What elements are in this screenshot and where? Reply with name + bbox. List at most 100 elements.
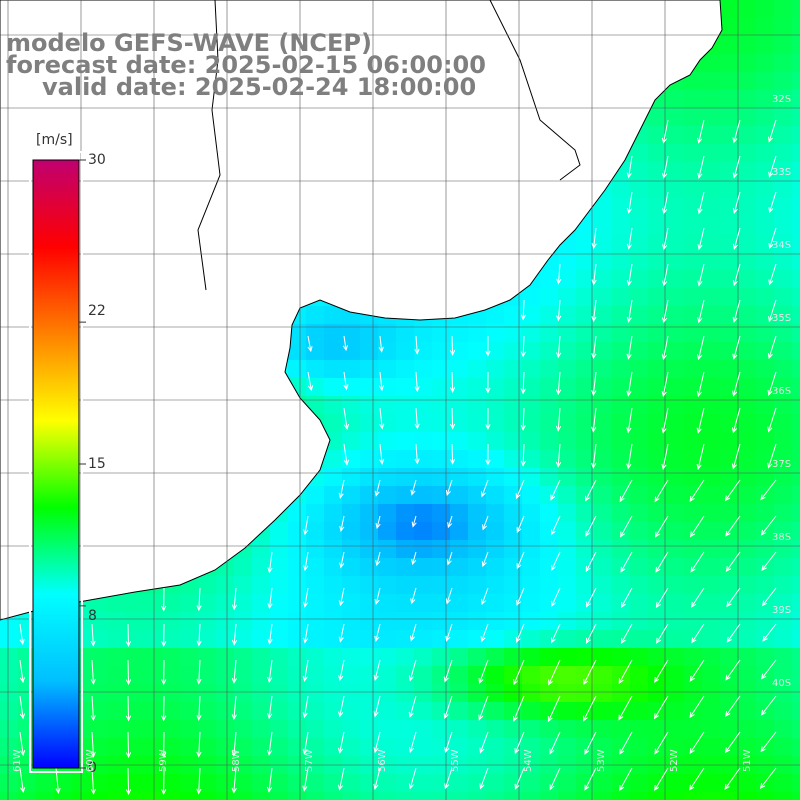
wind-arrow — [585, 515, 597, 537]
field-cell — [684, 612, 702, 630]
field-cell — [198, 594, 216, 612]
field-cell — [684, 792, 702, 800]
field-cell — [756, 324, 774, 342]
field-cell — [630, 540, 648, 558]
field-cell — [252, 576, 270, 594]
field-cell — [612, 522, 630, 540]
field-cell — [0, 684, 18, 702]
field-cell — [630, 396, 648, 414]
field-cell — [450, 468, 468, 486]
field-cell — [702, 378, 720, 396]
field-cell — [756, 72, 774, 90]
wind-arrow — [654, 731, 669, 755]
field-cell — [666, 774, 684, 792]
field-cell — [522, 702, 540, 720]
field-cell — [756, 720, 774, 738]
wind-arrow — [161, 587, 167, 612]
field-cell — [720, 144, 738, 162]
field-cell — [378, 378, 396, 396]
field-cell — [486, 306, 504, 324]
field-cell — [414, 720, 432, 738]
field-cell — [792, 504, 800, 522]
field-cell — [594, 558, 612, 576]
field-cell — [108, 792, 126, 800]
field-cell — [378, 774, 396, 792]
wind-arrow — [655, 587, 669, 609]
wind-arrow — [408, 695, 417, 718]
wind-arrow — [696, 335, 705, 361]
wind-arrow — [161, 623, 167, 647]
wind-arrow — [343, 407, 350, 431]
wind-arrow — [378, 335, 384, 353]
field-cell — [252, 612, 270, 630]
field-cell — [648, 288, 666, 306]
field-cell — [324, 324, 342, 342]
field-cell — [306, 684, 324, 702]
wind-arrow — [445, 587, 453, 605]
field-cell — [594, 342, 612, 360]
field-cell — [162, 648, 180, 666]
field-cell — [774, 216, 792, 234]
wind-arrow — [661, 407, 669, 434]
field-cell — [234, 630, 252, 648]
field-cell — [702, 198, 720, 216]
wind-arrow — [196, 731, 202, 758]
wind-arrow — [768, 263, 777, 286]
field-cell — [558, 576, 576, 594]
field-cell — [630, 630, 648, 648]
field-cell — [378, 360, 396, 378]
field-cell — [108, 702, 126, 720]
field-cell — [630, 576, 648, 594]
field-cell — [360, 576, 378, 594]
field-cell — [486, 612, 504, 630]
field-cell — [702, 216, 720, 234]
wind-arrow — [514, 731, 525, 755]
field-cell — [414, 432, 432, 450]
field-cell — [648, 432, 666, 450]
field-cell — [378, 522, 396, 540]
field-cell — [396, 594, 414, 612]
field-cell — [396, 522, 414, 540]
field-cell — [774, 378, 792, 396]
wind-arrow — [520, 371, 526, 395]
wind-arrow — [373, 731, 381, 754]
field-cell — [342, 324, 360, 342]
field-cell — [702, 108, 720, 126]
wind-arrow — [231, 731, 237, 757]
field-cell — [684, 648, 702, 666]
wind-arrow — [732, 335, 741, 360]
wind-arrow — [689, 767, 705, 791]
field-cell — [414, 486, 432, 504]
field-cell — [216, 792, 234, 800]
field-cell — [270, 648, 288, 666]
field-cell — [522, 738, 540, 756]
wind-arrow — [90, 623, 96, 647]
field-cell — [792, 198, 800, 216]
field-cell — [342, 648, 360, 666]
field-cell — [540, 270, 558, 288]
field-cell — [450, 360, 468, 378]
field-cell — [774, 468, 792, 486]
field-cell — [756, 792, 774, 800]
wind-arrow — [661, 335, 669, 361]
field-cell — [594, 684, 612, 702]
colorbar — [29, 151, 86, 773]
field-cell — [396, 648, 414, 666]
wind-arrow — [338, 479, 345, 499]
field-cell — [684, 162, 702, 180]
wind-arrow — [696, 407, 705, 434]
field-cell — [702, 144, 720, 162]
field-cell — [504, 414, 522, 432]
field-cell — [738, 180, 756, 198]
field-cell — [576, 486, 594, 504]
field-cell — [540, 378, 558, 396]
field-cell — [288, 324, 306, 342]
field-cell — [792, 234, 800, 252]
field-cell — [630, 234, 648, 252]
field-cell — [252, 720, 270, 738]
field-cell — [414, 342, 432, 360]
field-cell — [414, 396, 432, 414]
field-cell — [234, 612, 252, 630]
wind-arrow — [19, 767, 26, 793]
field-cell — [306, 792, 324, 800]
